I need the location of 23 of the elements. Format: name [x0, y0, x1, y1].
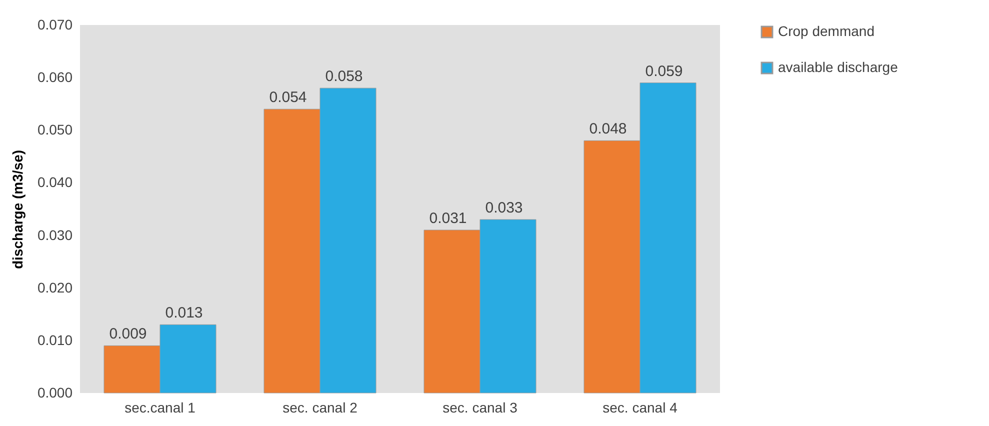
data-label: 0.059: [645, 62, 683, 80]
text: 0.070: [37, 16, 72, 32]
legend-label: Crop demmand: [778, 23, 874, 39]
data-label: 0.048: [589, 120, 627, 138]
text: 0.050: [37, 122, 72, 138]
y-axis-title: discharge (m3/se): [9, 150, 26, 270]
data-label: 0.058: [325, 68, 363, 86]
text: 0.040: [37, 174, 72, 190]
x-tick-label: sec. canal 3: [442, 400, 518, 416]
text: 0.030: [37, 226, 72, 243]
data-label: 0.013: [165, 304, 203, 322]
x-tick-label: sec. canal 4: [602, 400, 678, 416]
data-label: 0.031: [429, 210, 467, 228]
data-label: 0.033: [485, 200, 523, 217]
text: 0.020: [37, 279, 72, 296]
data-label: 0.054: [269, 89, 307, 106]
data-label: 0.009: [109, 326, 147, 343]
x-tick-label: sec.canal 1: [124, 400, 196, 416]
legend-label: available discharge: [778, 59, 898, 75]
text: 0.060: [37, 69, 72, 86]
x-tick-label: sec. canal 2: [282, 400, 358, 416]
text: 0.000: [37, 384, 72, 400]
text: 0.010: [37, 332, 72, 348]
